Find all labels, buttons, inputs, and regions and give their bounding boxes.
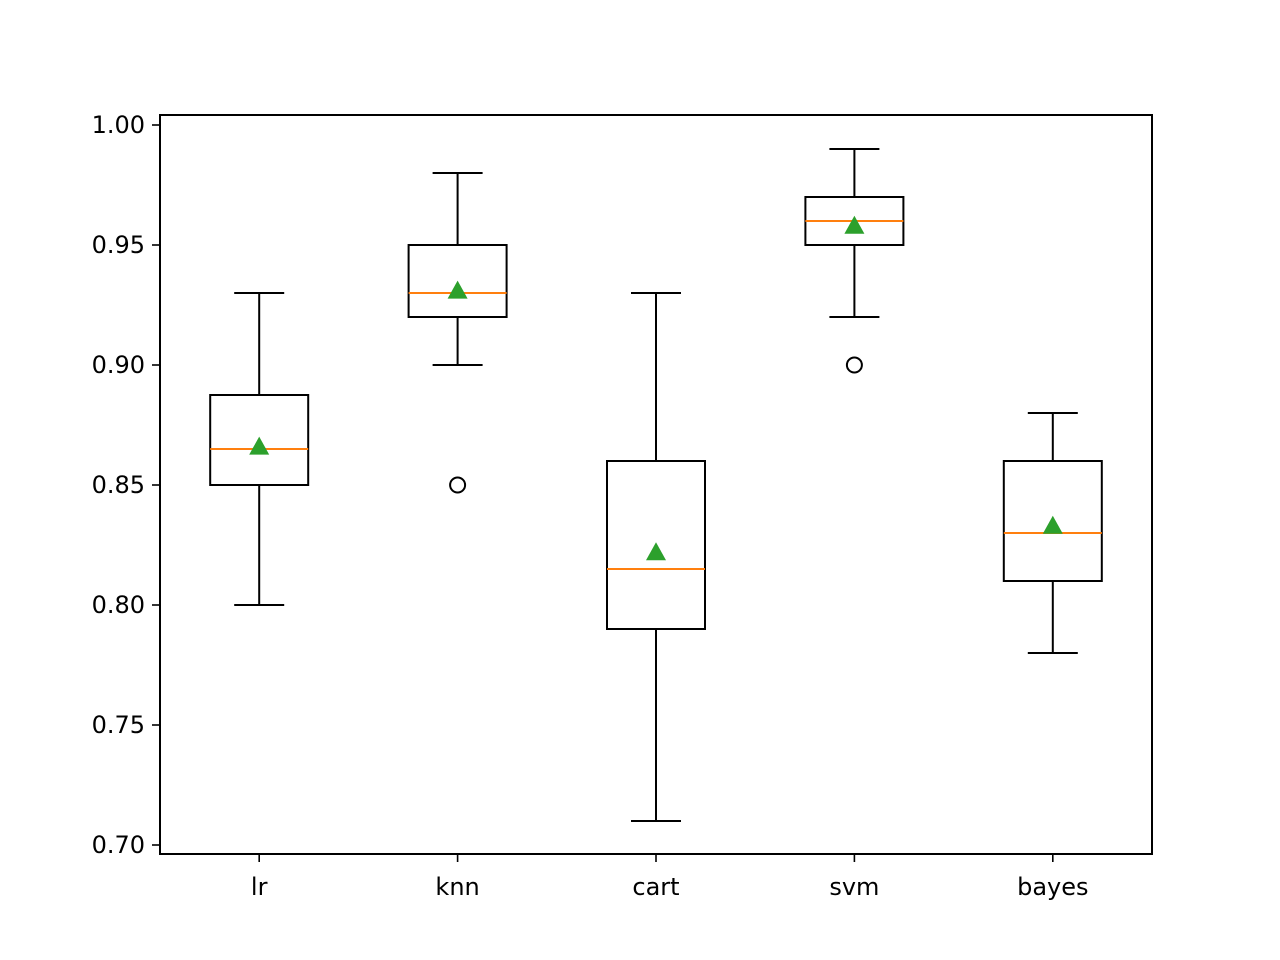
y-tick-label: 0.90 (92, 351, 145, 379)
x-tick-label: cart (632, 873, 679, 901)
mean-marker (1042, 515, 1063, 534)
box-bayes (1002, 412, 1103, 654)
iqr-box (606, 460, 706, 630)
y-tick-label: 0.95 (92, 231, 145, 259)
plot-area-frame (159, 114, 1153, 855)
x-tick-label: bayes (1017, 873, 1088, 901)
outlier-point (845, 356, 863, 374)
y-tick-label: 0.70 (92, 831, 145, 859)
y-tick-label: 1.00 (92, 111, 145, 139)
box-knn (407, 172, 508, 494)
mean-marker (249, 436, 270, 455)
box-svm (804, 148, 905, 374)
x-axis: lr knn cart svm bayes (251, 854, 1089, 901)
box-cart (606, 292, 706, 822)
y-tick-label: 0.75 (92, 711, 145, 739)
y-tick-label: 0.85 (92, 471, 145, 499)
mean-marker (447, 280, 468, 299)
iqr-box (407, 244, 508, 318)
iqr-box (209, 394, 310, 486)
y-tick-label: 0.80 (92, 591, 145, 619)
mean-marker (646, 542, 666, 561)
x-tick-label: lr (251, 873, 268, 901)
box-lr (209, 292, 310, 606)
x-tick-label: knn (435, 873, 479, 901)
outlier-point (449, 476, 467, 494)
y-axis: 0.70 0.75 0.80 0.85 0.90 0.95 1.00 (92, 111, 160, 859)
x-tick-label: svm (829, 873, 879, 901)
mean-marker (844, 215, 865, 234)
iqr-box (1002, 460, 1103, 582)
boxes (209, 148, 1103, 822)
